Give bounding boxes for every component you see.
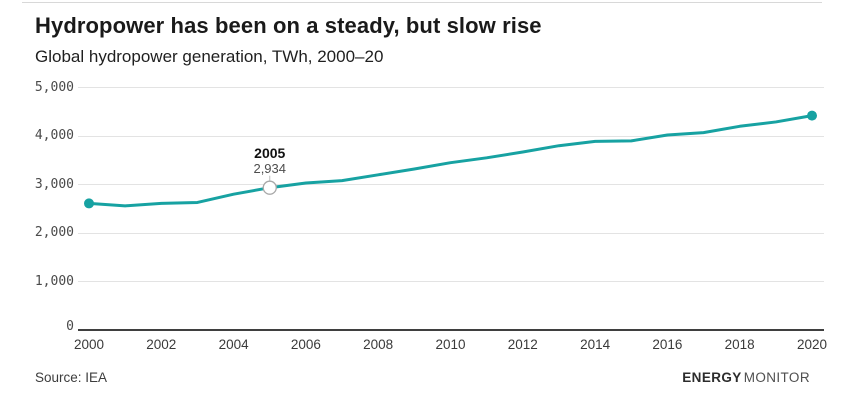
x-tick-label: 2008 (363, 337, 394, 352)
annotation-2005: 2005 2,934 (228, 144, 312, 176)
y-tick-label: 4,000 (34, 128, 74, 143)
x-axis-line (78, 329, 824, 331)
x-tick-label: 2014 (580, 337, 611, 352)
gridline (78, 135, 824, 137)
data-series-line (87, 114, 814, 208)
gridline (78, 87, 824, 88)
x-tick-label: 2018 (724, 337, 755, 352)
x-tick-label: 2010 (435, 337, 466, 352)
annotation-year-label: 2005 (254, 144, 286, 161)
source-note: Source: IEA (35, 370, 108, 385)
y-tick-label: 5,000 (34, 79, 74, 95)
y-tick-label: 3,000 (34, 176, 74, 192)
annotation-value-label: 2,934 (253, 160, 287, 176)
x-tick-label: 2020 (796, 337, 828, 352)
x-tick-label: 2002 (146, 337, 177, 352)
y-tick-label: 0 (66, 319, 74, 334)
gridline (78, 184, 824, 185)
x-tick-label: 2016 (652, 337, 683, 352)
x-tick-label: 2004 (218, 337, 249, 352)
top-divider (22, 2, 822, 3)
gridline (78, 232, 824, 234)
chart-subtitle: Global hydropower generation, TWh, 2000–… (35, 47, 384, 66)
x-tick-label: 2006 (290, 337, 321, 352)
page-title: Hydropower has been on a steady, but slo… (35, 13, 542, 38)
end-point-marker (807, 110, 817, 121)
brand-energy: ENERGY (682, 370, 742, 385)
y-tick-label: 1,000 (34, 273, 74, 289)
annotation-point-marker (262, 180, 277, 195)
y-tick-label: 2,000 (34, 225, 74, 240)
x-tick-label: 2000 (73, 337, 105, 352)
gridline (78, 281, 824, 282)
energy-monitor-logo: ENERGY MONITOR (682, 370, 810, 385)
x-tick-label: 2012 (507, 337, 538, 352)
brand-monitor: MONITOR (743, 370, 810, 385)
start-point-marker (84, 198, 94, 209)
